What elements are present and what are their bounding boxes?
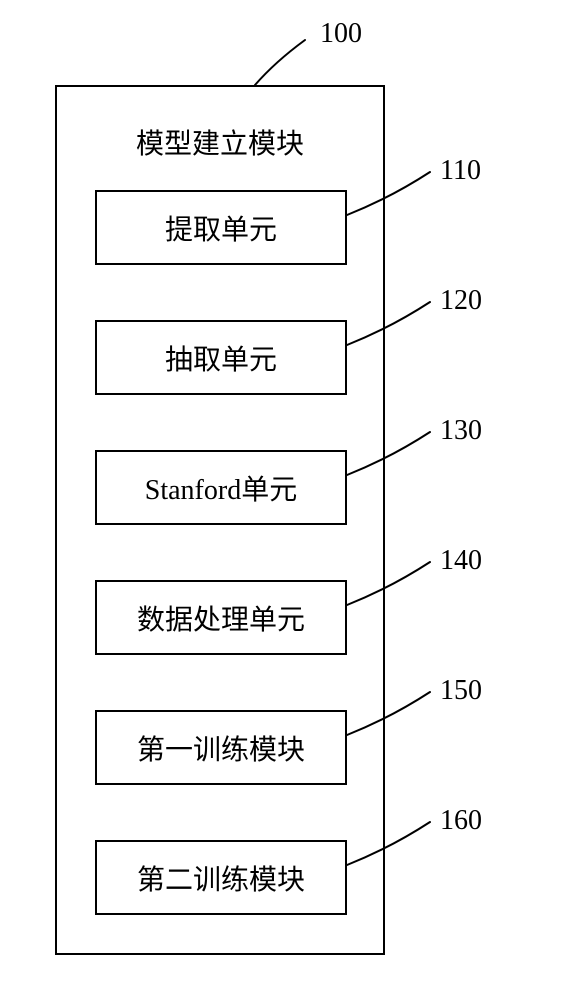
unit-leader-line [0,0,578,1000]
diagram-canvas: 模型建立模块 100 提取单元110抽取单元120Stanford单元130数据… [0,0,578,1000]
